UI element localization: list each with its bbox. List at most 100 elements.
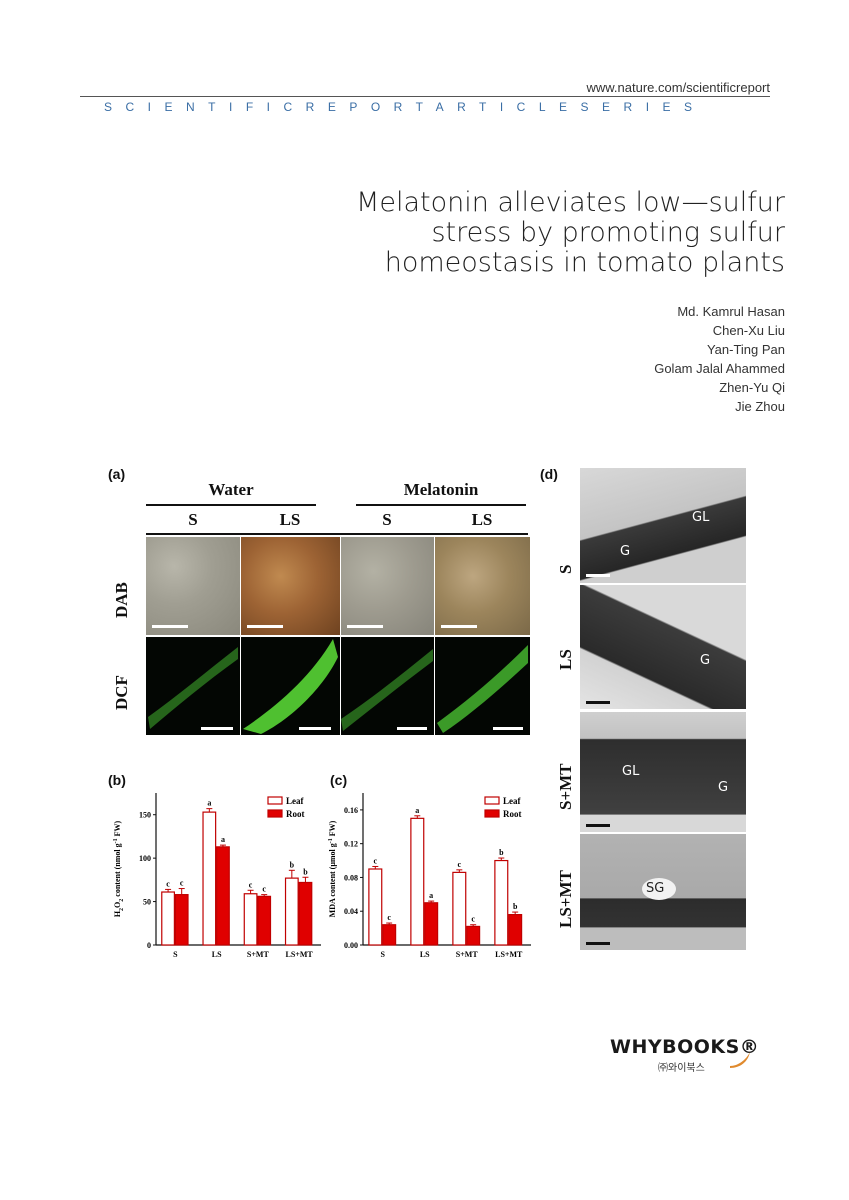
- dab-image-water-s: [146, 537, 240, 635]
- title-line-3: homeostasis in tomato plants: [384, 247, 785, 278]
- x-tick-label: S+MT: [456, 950, 479, 959]
- dab-image-melatonin-ls: [435, 537, 530, 635]
- tem-label: G: [700, 653, 711, 668]
- scale-bar: [201, 727, 233, 730]
- significance-letter: a: [415, 806, 419, 815]
- tem-label: GL: [692, 510, 710, 525]
- bar-root: [424, 902, 439, 946]
- author-name: Zhen-Yu Qi: [719, 380, 785, 395]
- dcf-image-melatonin-ls: [435, 637, 530, 735]
- x-tick-label: LS+MT: [495, 950, 523, 959]
- significance-letter: c: [458, 860, 462, 869]
- author-name: Jie Zhou: [735, 399, 785, 414]
- bar-leaf: [243, 893, 258, 946]
- journal-url: www.nature.com/scientificreport: [586, 80, 770, 95]
- bar-leaf: [161, 891, 175, 946]
- author-list: Md. Kamrul Hasan Chen-Xu Liu Yan-Ting Pa…: [560, 302, 785, 416]
- x-tick-label: S: [381, 950, 386, 959]
- dab-image-melatonin-s: [341, 537, 434, 635]
- scale-bar: [299, 727, 331, 730]
- panel-d-label: (d): [540, 466, 558, 482]
- group-melatonin-label: Melatonin: [403, 480, 479, 499]
- condition-label: LS: [471, 510, 493, 529]
- mda-bar-chart: 0.00 0.04 0.08 0.12 0.16 MDA content (μmol g-…: [328, 793, 531, 959]
- scale-bar: [397, 727, 427, 730]
- y-tick-label: 0.16: [344, 806, 358, 815]
- series-title: SCIENTIFICREPORTARTICLESERIES: [104, 100, 706, 114]
- y-axis-label: MDA content (μmol g-1 FW): [328, 820, 337, 917]
- legend-label: Leaf: [503, 796, 521, 806]
- scale-bar: [586, 574, 610, 577]
- bar-root: [298, 881, 313, 946]
- significance-letter: b: [499, 848, 504, 857]
- y-tick-label: 0.04: [344, 907, 358, 916]
- group-water-label: Water: [208, 480, 254, 499]
- tem-image-ls: G: [580, 585, 746, 709]
- significance-letter: a: [221, 835, 225, 844]
- legend-swatch-leaf: [484, 796, 500, 805]
- legend-label: Root: [503, 809, 522, 819]
- legend-label: Leaf: [286, 796, 304, 806]
- x-tick-label: LS: [420, 950, 430, 959]
- title-line-2: stress by promoting sulfur: [431, 217, 785, 248]
- legend-swatch-root: [267, 809, 283, 818]
- publisher-swoosh-icon: [730, 1052, 750, 1068]
- scale-bar: [493, 727, 523, 730]
- significance-letter: b: [513, 902, 518, 911]
- legend-label: Root: [286, 809, 305, 819]
- author-name: Md. Kamrul Hasan: [677, 304, 785, 319]
- x-tick-label: LS: [212, 950, 222, 959]
- scale-bar: [586, 701, 610, 704]
- dab-image-water-ls: [241, 537, 340, 635]
- starch-grain: [642, 878, 676, 900]
- condition-label: S: [382, 510, 392, 529]
- y-tick-label: 0.12: [344, 840, 358, 849]
- condition-label: S: [188, 510, 198, 529]
- panel-a-label: (a): [108, 466, 126, 482]
- row-label-dcf: DCF: [112, 675, 131, 710]
- scale-bar: [152, 625, 188, 628]
- significance-letter: c: [374, 856, 378, 865]
- condition-label: LS: [279, 510, 301, 529]
- row-label-dab: DAB: [112, 582, 131, 618]
- significance-letter: c: [249, 880, 253, 889]
- legend-swatch-root: [484, 809, 500, 818]
- bar-leaf: [202, 811, 217, 946]
- author-name: Yan-Ting Pan: [706, 342, 785, 357]
- scale-bar: [347, 625, 383, 628]
- significance-letter: c: [262, 885, 266, 894]
- bar-root: [257, 895, 272, 946]
- bar-root: [508, 914, 523, 946]
- tem-row-label: S+MT: [556, 763, 575, 810]
- group-melatonin-rule: [356, 504, 526, 506]
- significance-letter: a: [207, 799, 211, 808]
- dcf-image-water-ls: [241, 637, 340, 735]
- title-line-1: Melatonin alleviates low—sulfur: [356, 187, 785, 218]
- panel-b-label: (b): [108, 772, 126, 788]
- tem-label: GL: [622, 764, 640, 779]
- publisher-logo: WHYBOOKS® ㈜와이북스: [610, 1036, 759, 1074]
- tem-label: SG: [646, 881, 665, 896]
- condition-rule: [146, 533, 528, 535]
- bar-leaf: [494, 859, 509, 946]
- bar-root: [174, 894, 189, 946]
- header-rule: [80, 96, 770, 97]
- book-title: Melatonin alleviates low—sulfur stress b…: [330, 188, 785, 278]
- tem-row-label: LS+MT: [556, 870, 575, 928]
- group-water-rule: [146, 504, 316, 506]
- significance-letter: c: [387, 913, 391, 922]
- y-tick-label: 0.08: [344, 873, 358, 882]
- bar-leaf: [410, 817, 425, 946]
- dcf-image-melatonin-s: [341, 637, 434, 735]
- publisher-logo-subtext: ㈜와이북스: [658, 1063, 705, 1074]
- bar-root: [382, 924, 397, 946]
- scale-bar: [247, 625, 283, 628]
- x-tick-label: S: [173, 950, 178, 959]
- significance-letter: c: [471, 915, 475, 924]
- tem-label: G: [718, 780, 729, 795]
- y-tick-label: 150: [139, 811, 151, 820]
- scale-bar: [586, 824, 610, 827]
- bar-leaf: [284, 877, 299, 946]
- y-axis-label: H2O2 content (nmol g-1 FW): [113, 820, 125, 917]
